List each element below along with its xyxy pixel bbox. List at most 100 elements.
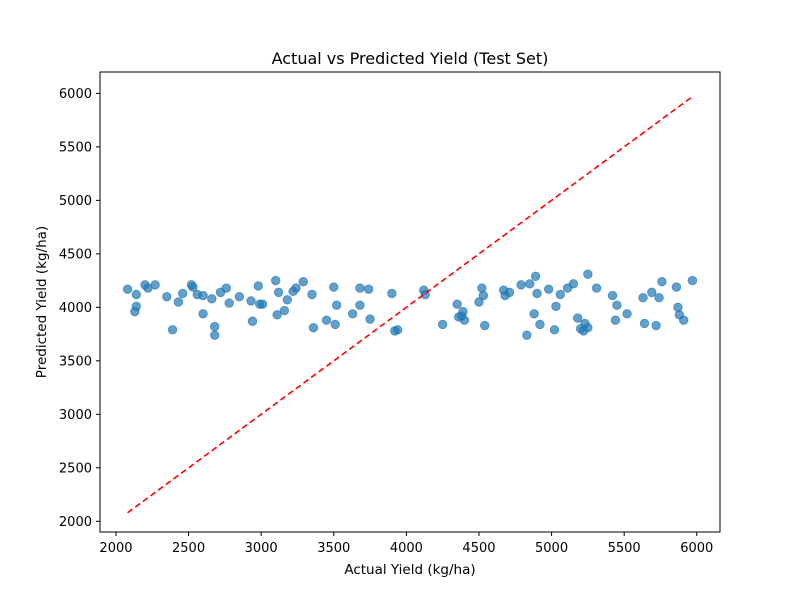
data-point-72	[543, 284, 554, 294]
data-point-6	[150, 280, 160, 290]
data-point-66	[522, 330, 532, 340]
data-point-20	[221, 283, 232, 293]
data-point-41	[331, 300, 342, 310]
data-point-47	[387, 288, 397, 299]
data-point-91	[647, 287, 657, 298]
data-point-99	[687, 275, 698, 286]
data-point-77	[568, 279, 579, 289]
chart-title: Actual vs Predicted Yield (Test Set)	[272, 49, 549, 68]
data-point-57	[459, 315, 470, 325]
data-point-23	[246, 296, 256, 306]
y-axis-label: Predicted Yield (kg/ha)	[34, 226, 50, 378]
x-tick-label-7: 5500	[608, 541, 641, 556]
data-point-88	[622, 309, 632, 319]
data-point-86	[610, 315, 621, 325]
data-point-96	[673, 302, 683, 313]
data-point-22	[234, 291, 245, 302]
data-point-37	[308, 322, 319, 333]
data-point-84	[591, 283, 602, 293]
data-point-17	[210, 330, 220, 340]
data-point-73	[549, 325, 560, 335]
data-point-74	[551, 301, 561, 311]
data-point-87	[612, 300, 622, 310]
data-point-16	[207, 294, 217, 304]
data-points	[122, 269, 698, 340]
data-point-12	[188, 282, 198, 292]
y-tick-label-1: 2500	[59, 461, 92, 476]
x-tick-label-0: 2000	[99, 541, 132, 556]
data-point-60	[478, 290, 489, 301]
y-axis-ticks: 2000 2500 3000 3500 4000 4500 5000 5500 6000	[59, 87, 100, 530]
y-tick-label-3: 3500	[59, 354, 92, 369]
data-point-25	[253, 281, 263, 291]
data-point-49	[392, 325, 403, 335]
y-tick-label-8: 6000	[59, 87, 92, 102]
data-point-69	[530, 271, 541, 282]
data-point-14	[198, 290, 208, 301]
reference-line-layer	[127, 95, 693, 514]
data-point-94	[657, 276, 667, 287]
data-point-3	[131, 289, 142, 300]
data-point-78	[573, 313, 583, 323]
data-point-32	[282, 295, 293, 305]
data-point-35	[298, 276, 308, 287]
data-point-30	[273, 287, 284, 298]
data-point-75	[555, 289, 565, 300]
data-point-36	[307, 289, 317, 300]
data-point-28	[270, 275, 281, 286]
plot-frame	[99, 71, 721, 533]
y-tick-label-4: 4000	[59, 301, 92, 316]
data-point-45	[363, 284, 374, 294]
y-tick-label-5: 4500	[59, 247, 92, 262]
data-point-38	[321, 315, 332, 325]
x-tick-label-2: 3000	[245, 541, 278, 556]
data-point-10	[178, 288, 188, 299]
data-point-31	[279, 305, 290, 316]
data-point-83	[583, 269, 593, 279]
data-point-15	[198, 309, 208, 319]
x-tick-label-5: 4500	[462, 541, 495, 556]
y-tick-label-6: 5000	[59, 194, 92, 209]
plot-background	[100, 72, 720, 532]
data-point-56	[458, 306, 468, 317]
reference-line	[127, 95, 693, 514]
data-point-7	[162, 291, 172, 302]
data-point-67	[525, 279, 535, 289]
x-axis-label: Actual Yield (kg/ha)	[344, 562, 475, 578]
data-point-24	[247, 316, 258, 326]
data-point-85	[607, 290, 618, 301]
data-point-29	[272, 310, 282, 320]
x-tick-label-8: 6000	[680, 541, 713, 556]
y-tick-label-2: 3000	[59, 408, 92, 423]
data-point-53	[452, 299, 462, 309]
x-tick-label-6: 5000	[535, 541, 568, 556]
data-point-18	[210, 321, 220, 332]
data-point-59	[477, 283, 487, 293]
data-point-34	[291, 283, 301, 293]
data-point-27	[257, 299, 268, 309]
data-point-65	[516, 280, 526, 290]
y-tick-label-7: 5500	[59, 140, 92, 155]
data-point-9	[173, 297, 184, 307]
data-point-39	[329, 282, 339, 292]
data-point-46	[365, 314, 375, 324]
x-axis-ticks: 2000 2500 3000 3500 4000 4500 5000 5500 6000	[99, 532, 713, 556]
data-point-2	[131, 301, 142, 311]
data-point-68	[529, 309, 539, 319]
x-tick-label-4: 4000	[390, 541, 423, 556]
y-tick-label-0: 2000	[59, 515, 92, 530]
data-point-40	[330, 319, 340, 330]
data-point-58	[474, 297, 484, 307]
data-point-98	[679, 315, 689, 325]
data-point-8	[167, 325, 178, 335]
data-point-95	[671, 282, 682, 292]
data-point-93	[654, 293, 664, 303]
data-point-44	[355, 300, 365, 310]
data-point-64	[504, 287, 515, 298]
data-point-21	[224, 298, 234, 308]
data-point-61	[480, 320, 490, 331]
x-tick-label-3: 3500	[317, 541, 350, 556]
data-point-89	[638, 293, 648, 303]
data-point-82	[583, 322, 593, 333]
